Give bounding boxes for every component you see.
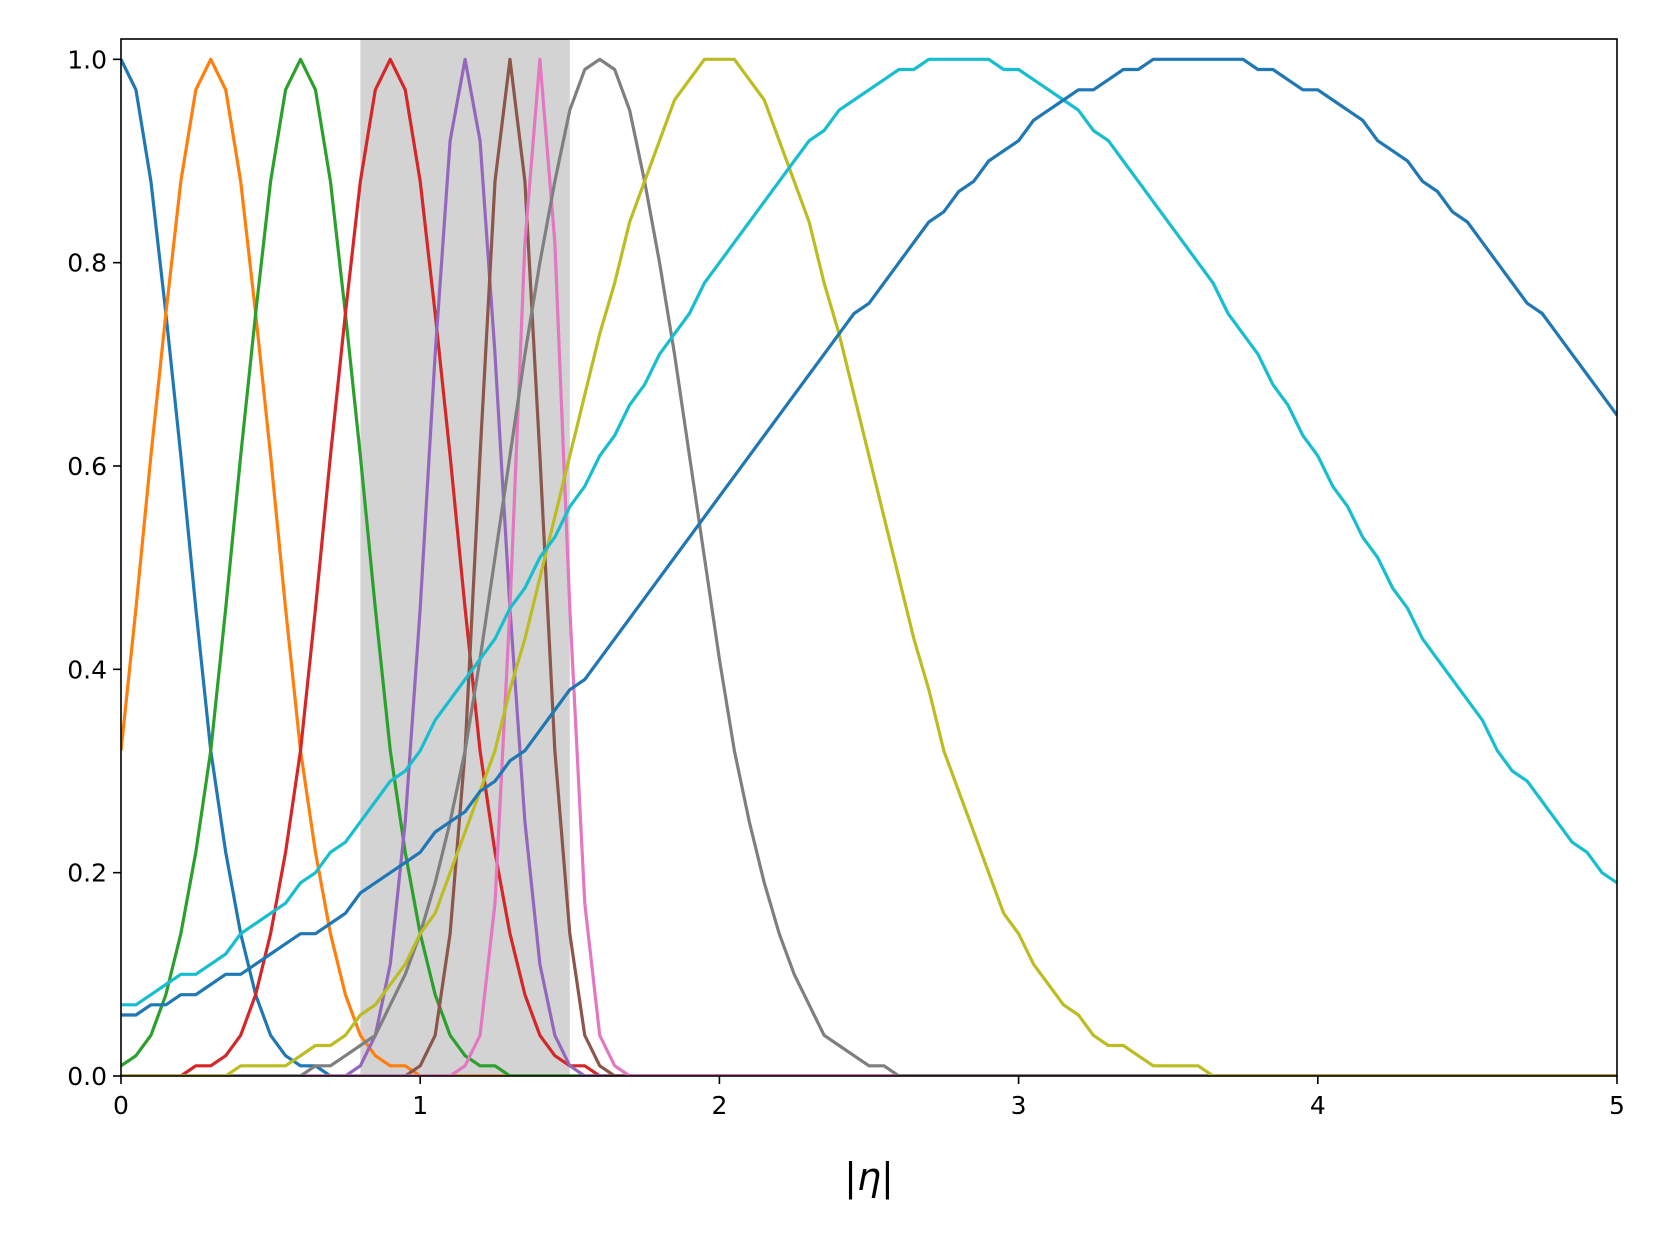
y-tick-label: 0.6 [67, 452, 107, 481]
y-tick-label: 0.4 [67, 655, 107, 684]
x-tick-label: 5 [1609, 1091, 1625, 1120]
y-tick-label: 0.8 [67, 249, 107, 278]
series-line [121, 57, 1617, 1076]
x-tick-label: 2 [711, 1091, 727, 1120]
series-line [121, 57, 1617, 1076]
x-tick-label: 0 [113, 1091, 129, 1120]
y-tick-label: 0.0 [67, 1062, 107, 1091]
y-tick-label: 1.0 [67, 45, 107, 74]
x-tick-label: 3 [1011, 1091, 1027, 1120]
lines [121, 57, 1617, 1076]
series-line [121, 57, 1617, 1076]
series-line [121, 58, 1617, 1076]
x-tick-label: 1 [412, 1091, 428, 1120]
series-line [121, 57, 1617, 1076]
series-line [121, 57, 1617, 1076]
series-line [121, 57, 1617, 1007]
x-tick-label: 4 [1310, 1091, 1326, 1120]
series-line [121, 57, 1617, 1076]
series-line [121, 57, 1617, 1017]
plot-frame [120, 38, 1618, 1077]
series-line [121, 57, 1617, 1076]
y-tick-label: 0.2 [67, 859, 107, 888]
x-axis-label: |η| [844, 1155, 894, 1200]
axes: 0 1 2 3 4 5 0.0 0.2 0.4 0.6 0.8 1.0 [67, 45, 1625, 1120]
series-line [121, 57, 1617, 1076]
